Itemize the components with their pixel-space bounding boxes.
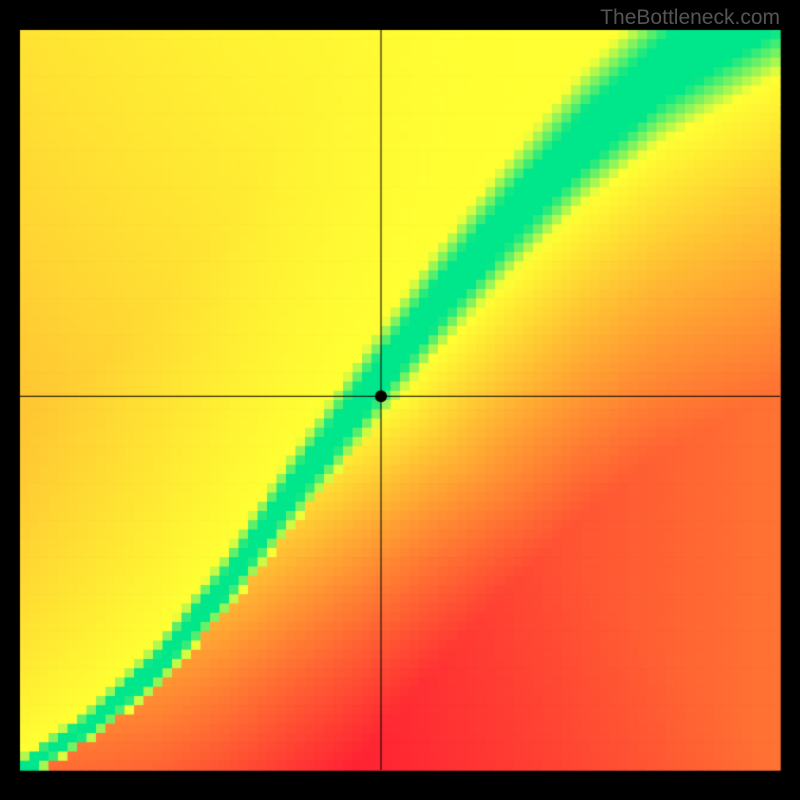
chart-container: TheBottleneck.com: [0, 0, 800, 800]
bottleneck-heatmap-canvas: [0, 0, 800, 800]
